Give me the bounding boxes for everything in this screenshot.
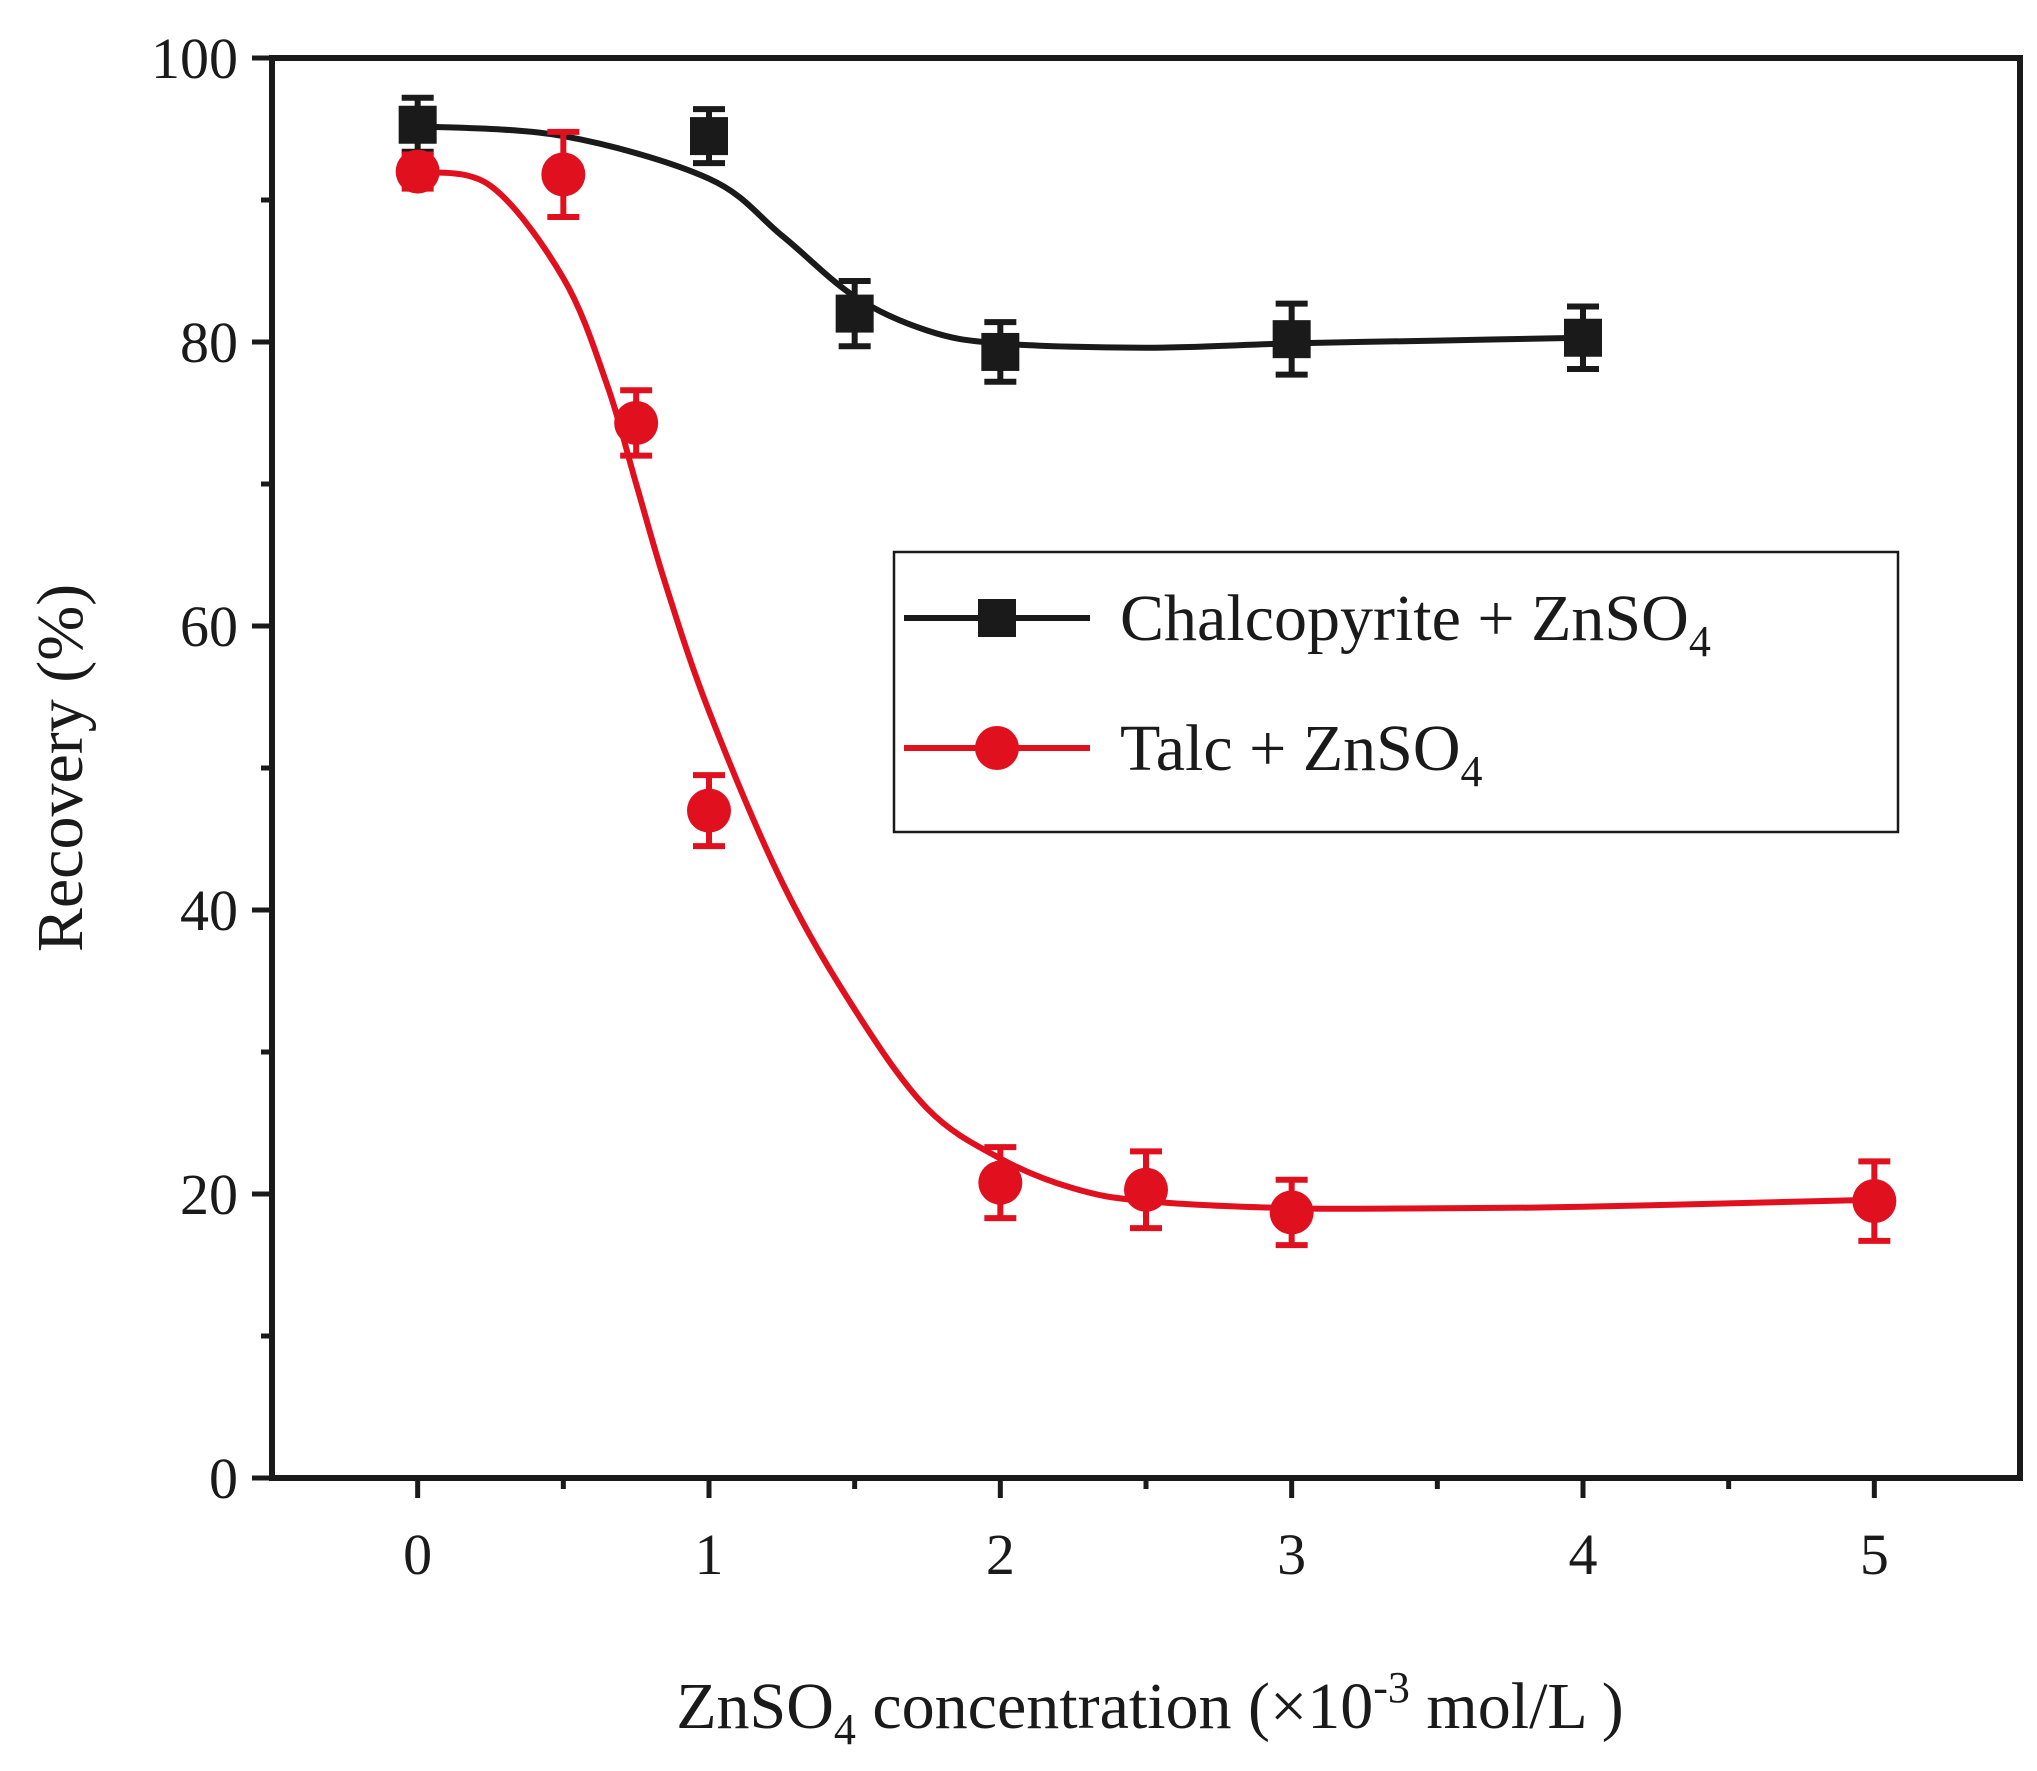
data-point-talc	[978, 1160, 1023, 1205]
data-point-chalcopyrite	[1564, 318, 1602, 357]
axis-ticks	[252, 55, 1877, 1498]
x-axis-title-suffix: mol/L )	[1410, 1670, 1624, 1743]
series-chalcopyrite	[398, 94, 1602, 385]
data-point-chalcopyrite	[1272, 320, 1311, 359]
data-point-talc	[614, 400, 659, 445]
data-point-talc	[1269, 1190, 1314, 1235]
data-point-talc	[687, 788, 731, 833]
legend-marker-chalcopyrite	[978, 599, 1016, 637]
series	[395, 94, 1897, 1249]
x-axis-title: ZnSO4 concentration (×10-3 mol/L )	[676, 1663, 1624, 1754]
legend-label-chalcopyrite: Chalcopyrite + ZnSO4	[1120, 582, 1711, 666]
x-tick-label: 2	[986, 1522, 1015, 1587]
fit-curve-talc	[417, 168, 1875, 1212]
data-point-chalcopyrite	[398, 105, 437, 144]
legend-label-chalcopyrite-subscript: 4	[1689, 617, 1711, 666]
y-tick-label: 100	[151, 26, 238, 91]
x-axis-title-prefix: ZnSO	[676, 1670, 834, 1743]
legend-box	[892, 550, 1900, 834]
x-tick-label: 0	[403, 1522, 432, 1587]
x-axis-title-subscript: 4	[834, 1705, 856, 1754]
x-tick-label: 1	[695, 1522, 724, 1587]
legend-label-talc-text: Talc + ZnSO	[1120, 712, 1461, 785]
legend: Chalcopyrite + ZnSO4 Talc + ZnSO4	[892, 550, 1900, 834]
legend-marker-talc	[975, 726, 1019, 770]
fit-curve-chalcopyrite	[417, 123, 1584, 351]
data-point-talc	[1124, 1167, 1168, 1212]
data-point-talc	[395, 149, 440, 194]
y-tick-label: 40	[180, 878, 238, 943]
x-tick-label: 4	[1569, 1522, 1598, 1587]
legend-label-talc: Talc + ZnSO4	[1120, 712, 1483, 796]
data-point-chalcopyrite	[981, 332, 1020, 371]
data-point-chalcopyrite	[835, 294, 874, 333]
x-tick-label: 5	[1860, 1522, 1889, 1587]
series-talc	[395, 128, 1897, 1249]
y-tick-label: 20	[180, 1162, 238, 1227]
x-axis-title-superscript: -3	[1373, 1663, 1410, 1712]
x-axis-title-middle: concentration (×10	[856, 1670, 1373, 1743]
x-tick-label: 3	[1277, 1522, 1306, 1587]
data-point-talc	[1852, 1179, 1897, 1224]
y-tick-label: 80	[180, 310, 238, 375]
y-tick-label: 0	[209, 1446, 238, 1511]
data-point-chalcopyrite	[690, 117, 728, 156]
data-point-talc	[541, 152, 586, 197]
y-axis-title: Recovery (%)	[24, 584, 97, 952]
tick-labels: 0 1 2 3 4 5 0 20 40 60 80 100	[151, 26, 1889, 1587]
y-tick-label: 60	[180, 594, 238, 659]
legend-label-chalcopyrite-text: Chalcopyrite + ZnSO	[1120, 582, 1689, 655]
legend-label-talc-subscript: 4	[1461, 747, 1483, 796]
